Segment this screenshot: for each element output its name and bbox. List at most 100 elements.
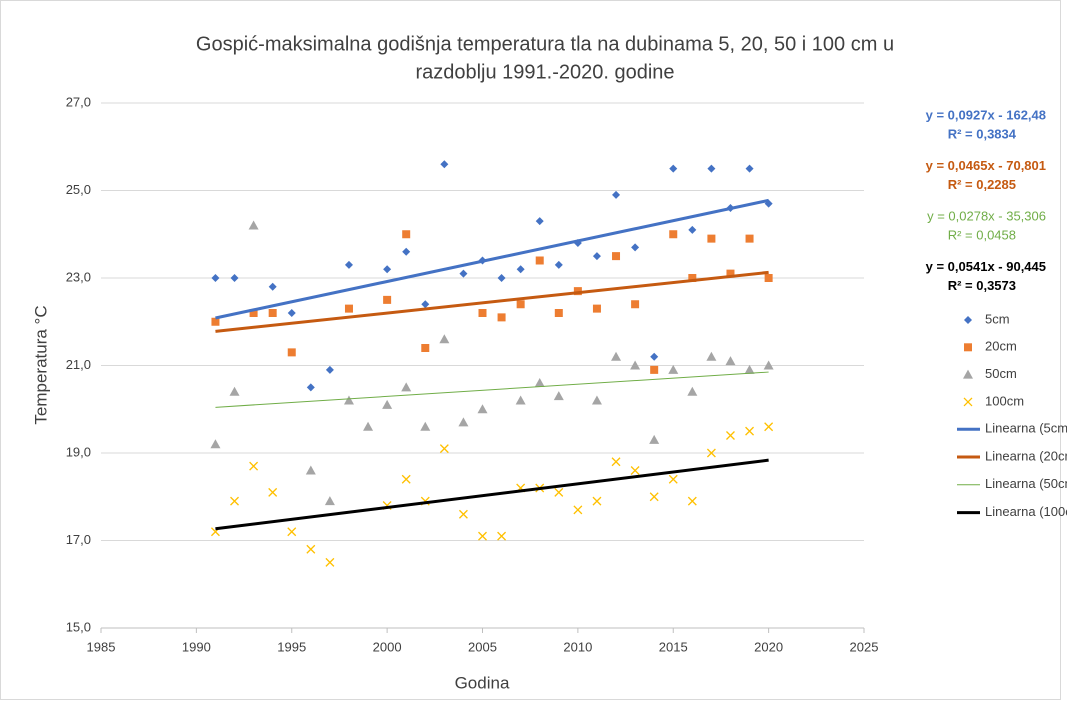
- point: [478, 531, 487, 541]
- point: [650, 352, 659, 361]
- point: [611, 351, 622, 361]
- trend-equation: y = 0,0465x - 70,801: [926, 158, 1046, 173]
- legend-marker: [963, 369, 973, 379]
- legend-label: 5cm: [985, 311, 1010, 326]
- point: [649, 492, 659, 502]
- point: [343, 395, 354, 405]
- trend-equation: y = 0,0541x - 90,445: [926, 259, 1046, 274]
- point: [497, 313, 506, 322]
- point: [401, 474, 411, 484]
- trendline: [215, 270, 769, 333]
- trendline: [215, 458, 769, 531]
- legend-label: Linearna (5cm): [985, 421, 1067, 436]
- trend-r2: R² = 0,3573: [948, 278, 1016, 293]
- legend-label: 100cm: [985, 393, 1024, 408]
- point: [497, 274, 506, 282]
- y-tick-label: 15,0: [66, 619, 91, 634]
- point: [324, 496, 335, 506]
- point: [726, 269, 735, 278]
- point: [668, 474, 678, 484]
- legend-marker: [964, 343, 972, 352]
- x-tick-label: 2020: [754, 639, 783, 654]
- point: [439, 444, 449, 454]
- point: [535, 256, 544, 265]
- point: [383, 265, 392, 274]
- point: [268, 282, 277, 291]
- legend-marker: [964, 316, 972, 324]
- point: [650, 365, 659, 374]
- point: [554, 260, 563, 269]
- legend-label: 50cm: [985, 366, 1017, 381]
- point: [707, 234, 716, 243]
- point: [211, 317, 220, 326]
- point: [573, 287, 582, 296]
- point: [402, 247, 411, 256]
- point: [688, 225, 697, 234]
- point: [554, 309, 563, 317]
- point: [363, 421, 374, 431]
- point: [669, 164, 678, 173]
- point: [401, 382, 412, 392]
- point: [687, 496, 697, 506]
- x-axis-title: Godina: [455, 673, 510, 692]
- point: [515, 395, 526, 405]
- point: [726, 431, 735, 440]
- legend-label: Linearna (20cm): [985, 448, 1067, 463]
- point: [210, 439, 221, 449]
- legend-label: Linearna (50cm): [985, 476, 1067, 491]
- x-tick-label: 2010: [563, 639, 592, 654]
- point: [248, 220, 259, 230]
- point: [573, 505, 583, 515]
- point: [306, 544, 316, 554]
- point: [439, 334, 450, 344]
- point: [725, 356, 736, 366]
- x-tick-label: 2015: [659, 639, 688, 654]
- point: [497, 531, 507, 541]
- point: [592, 496, 602, 506]
- chart-title: razdoblju 1991.-2020. godine: [415, 61, 674, 83]
- point: [764, 422, 774, 432]
- trendline: [215, 198, 769, 320]
- point: [630, 466, 640, 475]
- point: [592, 304, 601, 313]
- point: [249, 309, 258, 317]
- point: [516, 300, 525, 309]
- y-tick-label: 25,0: [66, 182, 91, 197]
- point: [287, 527, 297, 537]
- point: [630, 360, 641, 370]
- point: [325, 557, 335, 567]
- point: [382, 399, 393, 409]
- point: [631, 243, 640, 252]
- point: [764, 274, 773, 282]
- point: [402, 230, 411, 239]
- point: [383, 295, 392, 304]
- point: [687, 386, 698, 396]
- point: [649, 434, 660, 444]
- point: [745, 234, 754, 243]
- x-tick-label: 2005: [468, 639, 497, 654]
- point: [229, 386, 240, 396]
- trend-r2: R² = 0,0458: [948, 227, 1016, 242]
- point: [553, 391, 564, 401]
- y-tick-label: 17,0: [66, 532, 91, 547]
- point: [707, 164, 716, 173]
- y-tick-label: 19,0: [66, 444, 91, 459]
- point: [458, 417, 469, 427]
- point: [230, 496, 239, 506]
- point: [268, 309, 277, 317]
- point: [534, 378, 545, 387]
- point: [745, 426, 755, 436]
- legend-label: Linearna (100cm): [985, 504, 1067, 519]
- y-axis-title: Temperatura °C: [31, 305, 50, 424]
- point: [458, 509, 468, 519]
- point: [440, 160, 449, 169]
- point: [287, 309, 296, 317]
- point: [516, 265, 525, 274]
- point: [592, 252, 601, 261]
- point: [706, 448, 716, 458]
- point: [421, 344, 430, 352]
- point: [763, 360, 774, 370]
- y-tick-label: 21,0: [66, 357, 91, 372]
- point: [744, 364, 755, 374]
- point: [305, 465, 316, 475]
